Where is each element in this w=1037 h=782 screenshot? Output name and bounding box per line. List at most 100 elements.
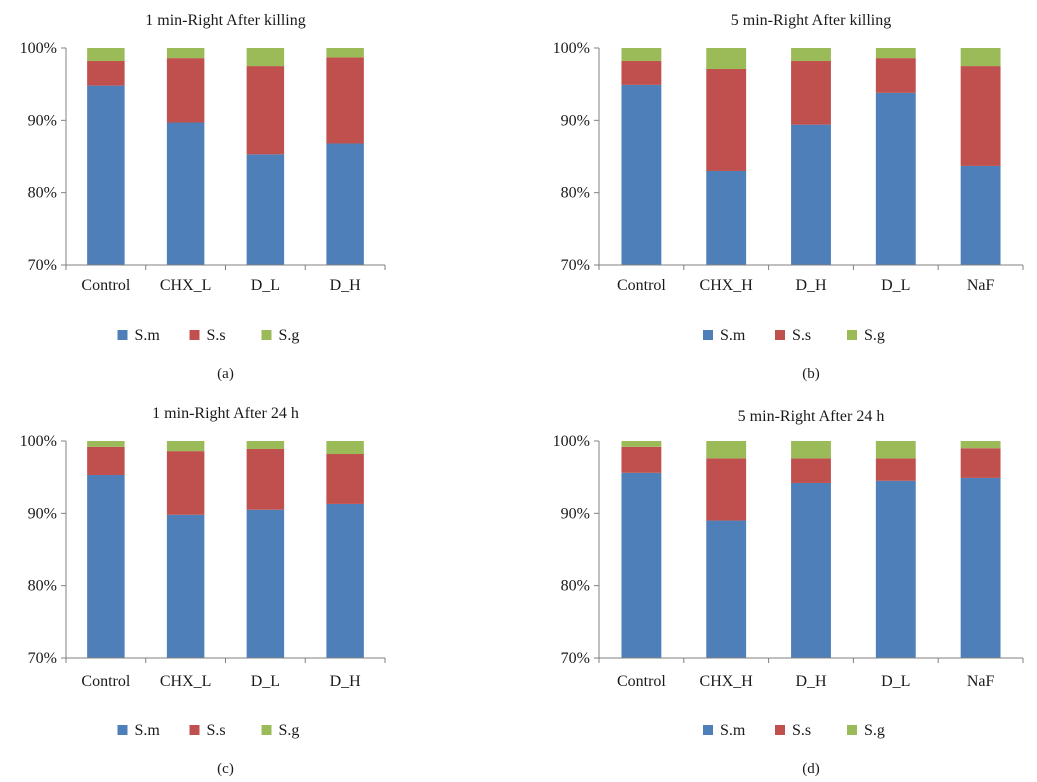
bar-sm-naf <box>960 165 1001 265</box>
bar-sg-d-l <box>246 48 285 67</box>
chart-panel-c: 1 min-Right After 24 h 70% 80% 90% 100% Contr… <box>20 405 386 777</box>
legend-label: S.s <box>207 722 226 739</box>
x-category-label: D_L <box>251 277 280 294</box>
legend-swatch-sg <box>261 725 272 735</box>
x-category-label: Control <box>81 277 130 294</box>
bar-sg-naf <box>960 48 1001 67</box>
legend-label: S.m <box>135 327 161 344</box>
y-tick-label: 80% <box>28 185 57 202</box>
x-category-label: D_L <box>881 277 910 294</box>
bar-ss-naf <box>960 66 1001 166</box>
chart-panel-d: 5 min-Right After 24 h 70% 80% 90% 100% Contr… <box>553 408 1024 777</box>
x-category-label: D_H <box>330 673 362 690</box>
legend-label: S.g <box>864 327 885 344</box>
x-category-label: Control <box>617 673 666 690</box>
bar-ss-d-h <box>791 458 831 483</box>
y-tick-label: 90% <box>561 505 590 522</box>
x-category-label: D_H <box>330 277 362 294</box>
legend-label: S.s <box>207 327 226 344</box>
legend-label: S.m <box>135 722 161 739</box>
chart-title: 1 min-Right After killing <box>145 12 305 29</box>
legend-swatch-sm <box>117 725 128 735</box>
bar-ss-d-l <box>875 458 916 481</box>
bar-sm-d-l <box>875 92 916 265</box>
y-tick-label: 70% <box>28 257 57 274</box>
bar-sg-chx-h <box>706 441 747 459</box>
bar-ss-control <box>621 446 662 473</box>
bar-sm-chx-l <box>166 122 205 266</box>
legend-label: S.m <box>720 722 746 739</box>
legend-swatch-sg <box>261 330 272 340</box>
panel-label: (a) <box>217 366 234 382</box>
legend-swatch-sm <box>703 725 713 735</box>
bar-sg-d-h <box>326 441 364 455</box>
legend-swatch-sm <box>117 330 128 340</box>
bar-sg-control <box>621 48 662 62</box>
bar-sm-control <box>87 85 125 265</box>
legend-label: S.m <box>720 327 746 344</box>
x-category-label: D_H <box>795 673 827 690</box>
x-category-label: CHX_L <box>160 277 212 294</box>
bar-sm-d-h <box>791 124 831 265</box>
bar-sg-d-h <box>326 48 364 58</box>
chart-panel-a: 1 min-Right After killing 70% 80% 90% 100% Co… <box>20 12 386 382</box>
bar-ss-d-h <box>326 57 364 144</box>
chart-panel-b: 5 min-Right After killing 70% 80% 90% 100% Co… <box>553 12 1024 382</box>
legend-swatch-ss <box>189 330 200 340</box>
bar-sm-chx-h <box>706 520 747 658</box>
bar-sg-d-h <box>791 441 831 459</box>
legend-swatch-ss <box>775 725 785 735</box>
y-tick-label: 70% <box>28 650 57 667</box>
bar-ss-naf <box>960 448 1001 478</box>
legend-swatch-sg <box>847 330 857 340</box>
chart-title: 5 min-Right After 24 h <box>738 408 885 425</box>
legend-label: S.g <box>279 722 300 739</box>
y-tick-label: 70% <box>561 650 590 667</box>
x-category-label: CHX_H <box>700 673 754 690</box>
y-tick-label: 70% <box>561 257 590 274</box>
legend-swatch-ss <box>775 330 785 340</box>
y-tick-label: 90% <box>28 112 57 129</box>
y-tick-label: 90% <box>561 112 590 129</box>
bar-ss-d-l <box>246 66 285 155</box>
legend-swatch-sg <box>847 725 857 735</box>
y-tick-label: 80% <box>561 578 590 595</box>
x-category-label: Control <box>81 673 130 690</box>
bar-ss-chx-l <box>166 451 205 515</box>
x-category-label: CHX_L <box>160 673 212 690</box>
x-category-label: D_L <box>881 673 910 690</box>
bar-sm-control <box>621 84 662 265</box>
bar-ss-d-h <box>326 454 364 504</box>
y-tick-label: 100% <box>20 433 57 450</box>
legend-label: S.g <box>279 327 300 344</box>
x-category-label: NaF <box>967 673 995 690</box>
bar-sg-control <box>87 441 125 447</box>
legend-label: S.g <box>864 722 885 739</box>
bar-sg-control <box>87 48 125 62</box>
panel-label: (b) <box>802 366 820 382</box>
bar-sg-d-l <box>875 441 916 459</box>
x-category-label: D_H <box>795 277 827 294</box>
bar-ss-chx-l <box>166 58 205 123</box>
bar-sm-control <box>87 474 125 658</box>
bar-ss-control <box>87 446 125 475</box>
bar-ss-d-h <box>791 61 831 125</box>
bar-sg-chx-h <box>706 48 747 69</box>
bar-sm-chx-h <box>706 170 747 265</box>
chart-title: 1 min-Right After 24 h <box>152 405 299 422</box>
bar-sm-chx-l <box>166 514 205 658</box>
bar-sg-chx-l <box>166 441 205 452</box>
y-tick-label: 80% <box>561 185 590 202</box>
y-tick-label: 100% <box>553 433 590 450</box>
bar-ss-control <box>87 61 125 86</box>
bar-sm-d-l <box>246 509 285 658</box>
y-tick-label: 100% <box>553 40 590 57</box>
legend-label: S.s <box>792 327 811 344</box>
panel-label: (d) <box>802 761 820 777</box>
bar-sg-d-l <box>246 441 285 449</box>
bar-sm-d-h <box>326 143 364 265</box>
bar-sm-d-h <box>791 482 831 658</box>
bar-ss-chx-h <box>706 458 747 521</box>
bar-sg-naf <box>960 441 1001 449</box>
